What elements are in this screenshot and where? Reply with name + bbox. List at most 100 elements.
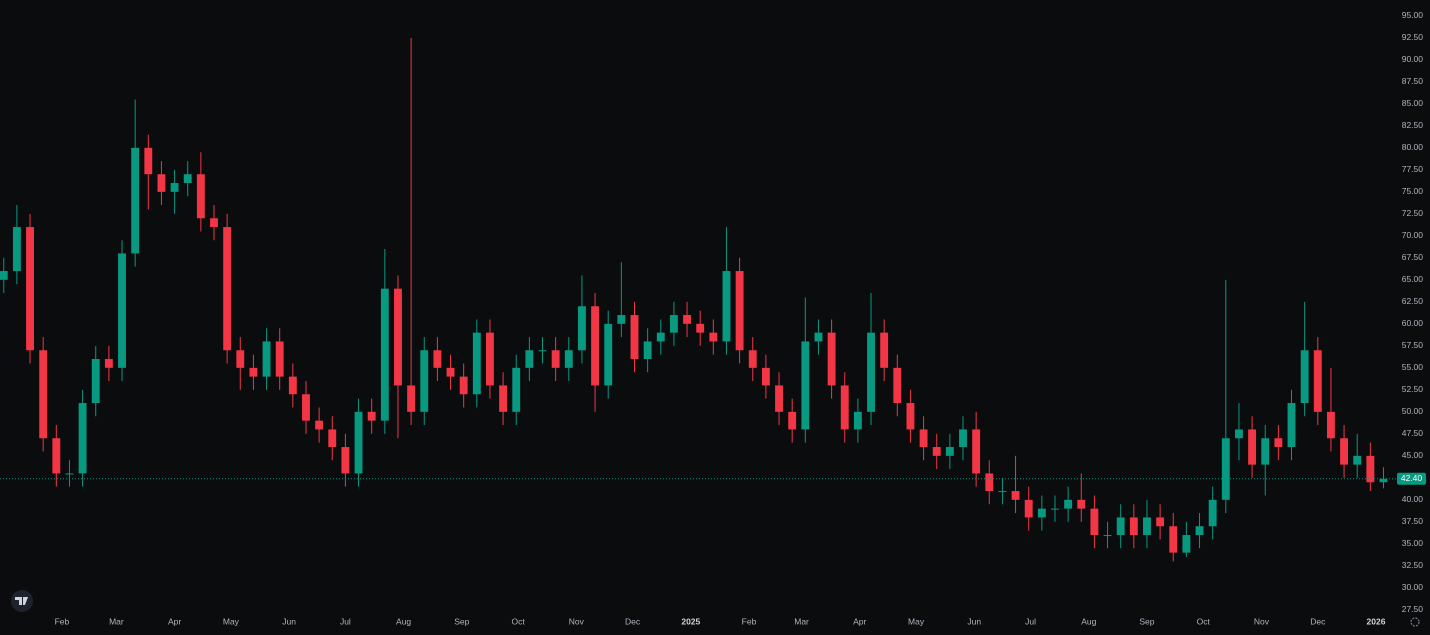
candle-body [91,359,100,404]
x-tick-label: Aug [396,616,411,626]
y-tick-label: 67.50 [1402,252,1424,262]
x-tick-label: Oct [1197,616,1211,626]
candle-body [959,429,967,448]
candle-body [748,350,757,368]
y-tick-label: 85.00 [1402,98,1424,108]
candle-body [919,429,928,448]
candle-body [1379,478,1388,483]
candle-body [867,332,875,412]
x-tick-label: Mar [794,616,809,626]
candle-body [1340,438,1349,465]
candle-body [696,323,705,333]
y-tick-label: 75.00 [1402,186,1424,196]
candle-body [604,323,613,386]
x-tick-label: May [223,616,240,626]
candle-body [1235,429,1243,439]
candle-body [827,332,836,386]
candle-body [170,183,179,192]
candle-body [1077,499,1086,509]
candle-body [1103,535,1112,537]
candle-body [1037,508,1046,518]
candle-body [761,367,770,386]
candle-body [1090,508,1099,536]
candle-body [1221,438,1230,500]
candle-body [538,350,547,352]
candle-body [210,218,218,228]
candle-body [1182,535,1191,553]
candle-body [1129,517,1138,536]
candle-body [1064,499,1073,509]
candle-body [551,350,560,368]
candle-body [630,315,639,360]
y-tick-label: 37.50 [1402,516,1424,526]
y-tick-label: 27.50 [1402,604,1424,614]
candle-body [1156,517,1165,527]
candle-body [486,332,494,386]
y-tick-label: 50.00 [1402,406,1424,416]
candle-body [499,385,508,412]
x-tick-label: May [908,616,925,626]
candle-body [315,420,324,430]
candle-body [1261,438,1270,465]
x-tick-label: Apr [853,616,866,626]
candle-body [275,341,284,377]
settings-icon[interactable] [1410,617,1420,627]
candle-body [1143,517,1151,536]
candle-body [367,411,376,421]
x-tick-label: Dec [1310,616,1326,626]
candle-body [26,227,34,351]
tradingview-logo [11,590,33,612]
candle-body [380,288,389,421]
candle-body [735,271,744,351]
y-tick-label: 82.50 [1402,120,1424,130]
candle-body [131,147,140,254]
y-tick-label: 87.50 [1402,76,1424,86]
candle-body [12,227,21,272]
candle-body [472,332,481,395]
y-tick-label: 40.00 [1402,494,1424,504]
y-tick-label: 45.00 [1402,450,1424,460]
candle-body [669,315,678,333]
y-tick-label: 65.00 [1402,274,1424,284]
x-tick-label: Sep [454,616,469,626]
y-tick-label: 57.50 [1402,340,1424,350]
x-tick-label: Mar [109,616,124,626]
x-tick-label: Feb [742,616,757,626]
candle-body [223,227,232,351]
candle-body [302,394,310,421]
candle-body [643,341,652,360]
price-label: 42.40 [1401,473,1423,483]
y-tick-label: 60.00 [1402,318,1424,328]
x-tick-label: Jun [282,616,296,626]
y-tick-label: 30.00 [1402,582,1424,592]
x-tick-label: Sep [1139,616,1154,626]
candle-body [512,367,521,412]
y-tick-label: 32.50 [1402,560,1424,570]
candle-body [1011,491,1020,500]
candle-body [183,174,192,184]
y-tick-label: 55.00 [1402,362,1424,372]
candle-body [985,473,994,492]
x-tick-label: Jun [967,616,981,626]
candle-body [1051,508,1059,510]
candle-body [328,429,337,448]
candle-body [1248,429,1257,465]
y-tick-label: 35.00 [1402,538,1424,548]
candle-body [1208,499,1217,527]
price-badge [1397,472,1426,485]
y-tick-label: 90.00 [1402,54,1424,64]
candle-body [893,367,902,404]
candle-body [814,332,823,342]
candle-body [1195,526,1204,536]
candle-body [906,403,915,430]
y-tick-label: 72.50 [1402,208,1424,218]
candle-body [249,367,258,377]
y-tick-label: 62.50 [1402,296,1424,306]
candle-body [932,447,941,456]
candle-body [840,385,849,430]
candle-body [788,411,797,430]
x-tick-label: Jul [1025,616,1036,626]
candle-body [945,447,954,456]
candle-body [1326,411,1335,439]
